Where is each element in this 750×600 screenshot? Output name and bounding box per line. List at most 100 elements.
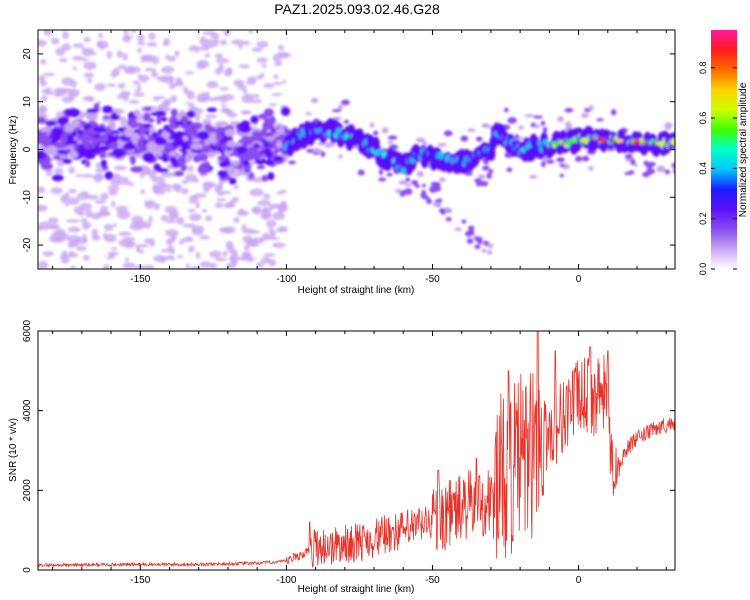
noise-speck [282, 79, 287, 84]
signal-speck [518, 125, 524, 130]
signal-speck [479, 180, 489, 187]
noise-speck [160, 171, 175, 178]
noise-speck [279, 52, 291, 58]
ridge-hotspot [615, 138, 624, 143]
noise-speck [66, 252, 79, 258]
noise-speck [188, 50, 196, 56]
band-speck [77, 145, 86, 155]
noise-speck [260, 256, 271, 264]
noise-speck [204, 53, 211, 58]
colorbar: 0.0 0.2 0.4 0.6 0.8 Normalized spectral ampl… [698, 30, 749, 275]
band-speck [217, 155, 228, 162]
noise-speck [71, 239, 80, 247]
ridge-hotspot [597, 137, 606, 142]
band-speck [242, 160, 250, 166]
band-speck [60, 135, 68, 144]
noise-speck [58, 58, 68, 63]
noise-speck [120, 158, 130, 167]
noise-speck [272, 53, 282, 63]
noise-speck [259, 236, 270, 241]
noise-speck [106, 50, 113, 59]
noise-speck [65, 201, 70, 207]
noise-speck [153, 254, 167, 262]
signal-speck [517, 136, 524, 140]
band-speck [130, 166, 144, 173]
band-speck [174, 120, 184, 126]
signal-speck [559, 163, 566, 168]
noise-speck [161, 76, 168, 82]
noise-speck [123, 236, 136, 241]
spectrogram-ytick-label: -10 [22, 190, 33, 205]
band-speck [108, 120, 116, 130]
noise-speck [174, 262, 182, 267]
noise-speck [126, 182, 135, 187]
noise-speck [82, 254, 90, 261]
noise-speck [167, 56, 177, 62]
band-speck [206, 107, 218, 113]
streak-speck [443, 207, 451, 212]
noise-speck [146, 41, 158, 47]
band-speck [109, 114, 120, 121]
noise-speck [109, 36, 115, 45]
band-speck [93, 102, 100, 110]
snr-ytick-label: 6000 [22, 319, 33, 342]
signal-speck [541, 160, 546, 168]
signal-speck [533, 115, 544, 119]
band-speck [50, 127, 64, 137]
signal-speck [642, 171, 650, 178]
noise-speck [188, 245, 195, 253]
noise-speck [75, 245, 87, 251]
signal-speck [398, 180, 408, 185]
noise-speck [186, 165, 194, 172]
band-speck [100, 159, 107, 168]
noise-speck [52, 236, 65, 243]
noise-speck [156, 75, 163, 82]
noise-speck [247, 230, 261, 234]
noise-speck [203, 182, 217, 188]
band-speck [67, 150, 79, 159]
signal-speck [530, 122, 537, 128]
noise-speck [58, 217, 66, 227]
noise-speck [223, 30, 232, 35]
noise-speck [175, 217, 185, 225]
noise-speck [227, 112, 238, 118]
band-speck [57, 149, 68, 155]
noise-speck [95, 168, 106, 173]
noise-speck [116, 246, 128, 255]
snr-xlabel: Height of straight line (km) [298, 584, 415, 595]
snr-ticks: -150 -100 -50 0 0 2000 4000 6000 [22, 319, 675, 586]
noise-speck [189, 213, 202, 222]
streak-speck [461, 219, 467, 224]
noise-speck [157, 104, 163, 109]
colorbar-tick-label: 0.8 [698, 61, 708, 74]
noise-speck [100, 192, 109, 201]
noise-speck [55, 47, 66, 56]
noise-speck [103, 223, 114, 232]
noise-speck [133, 92, 146, 97]
band-speck [39, 126, 51, 133]
band-speck [84, 159, 91, 168]
band-speck [99, 149, 107, 159]
signal-speck [540, 120, 546, 126]
band-speck [204, 124, 211, 130]
noise-speck [83, 37, 91, 43]
signal-speck [542, 126, 548, 134]
noise-speck [181, 179, 189, 185]
signal-speck [656, 165, 666, 173]
noise-speck [137, 33, 145, 43]
noise-speck [70, 79, 77, 88]
noise-speck [228, 47, 239, 51]
signal-speck [386, 172, 393, 177]
band-speck [112, 148, 125, 159]
noise-speck [50, 187, 63, 195]
band-speck [230, 160, 241, 166]
streak-speck [454, 227, 462, 232]
noise-speck [71, 35, 83, 42]
noise-speck [255, 262, 265, 268]
noise-speck [61, 39, 66, 43]
noise-speck [267, 237, 280, 241]
streak-speck [481, 248, 487, 253]
noise-speck [153, 203, 161, 211]
band-speck [132, 136, 138, 146]
